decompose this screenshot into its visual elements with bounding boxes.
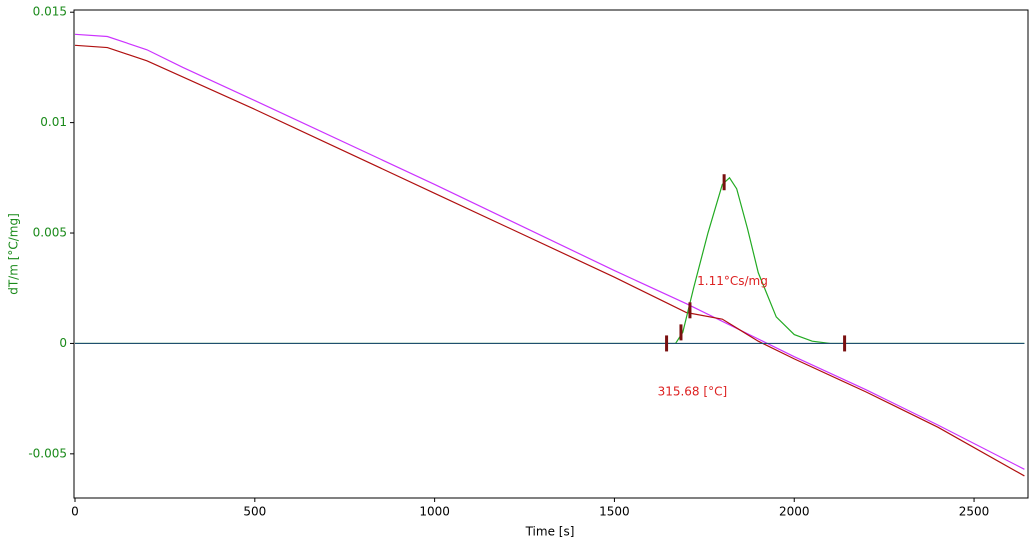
x-tick-label: 2000 (779, 505, 810, 519)
y-tick-label: -0.005 (28, 446, 67, 460)
plot-frame (73, 9, 1029, 499)
line (74, 44, 1025, 477)
annotation: 1.11°Cs/mg (697, 274, 768, 288)
y-tick-label: 0.015 (33, 5, 67, 19)
marker (679, 324, 683, 341)
marker (722, 174, 726, 191)
x-tick-label: 2500 (959, 505, 990, 519)
x-tick-label: 1000 (419, 505, 450, 519)
x-tick-label: 0 (71, 505, 79, 519)
marker (843, 335, 847, 352)
line (75, 176, 1025, 345)
y-tick-label: 0.01 (40, 115, 67, 129)
x-tick-label: 1500 (599, 505, 630, 519)
x-tick-label: 500 (243, 505, 266, 519)
y-tick-label: 0.005 (33, 226, 67, 240)
y-axis-label: dT/m [°C/mg] (7, 213, 21, 295)
y-tick-label: 0 (59, 336, 67, 350)
marker (688, 302, 692, 319)
annotation: 315.68 [°C] (658, 385, 728, 399)
marker (665, 335, 669, 352)
line (74, 33, 1025, 470)
x-axis-label: Time [s] (525, 525, 575, 539)
